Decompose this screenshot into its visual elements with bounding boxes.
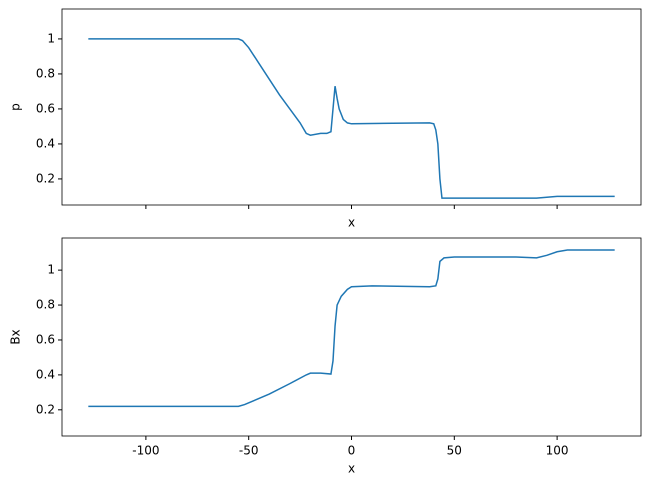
- y-tick-label: 1: [47, 31, 55, 45]
- y-axis-label: p: [9, 103, 23, 111]
- x-axis-label: x: [348, 462, 355, 476]
- x-tick-label: -100: [132, 444, 159, 458]
- y-axis-label: Bx: [9, 329, 23, 344]
- x-axis-label: x: [348, 216, 355, 230]
- x-tick-label: 0: [348, 444, 356, 458]
- y-tick-label: 0.6: [36, 332, 55, 346]
- y-tick-label: 0.4: [36, 367, 55, 381]
- axes-frame: [61, 237, 642, 437]
- y-tick-label: 0.8: [36, 66, 55, 80]
- data-line: [88, 249, 615, 408]
- y-tick-label: 0.2: [36, 402, 55, 416]
- y-tick-label: 0.6: [36, 101, 55, 115]
- axes-frame: [61, 8, 642, 206]
- x-tick-label: -50: [239, 444, 259, 458]
- y-tick-label: 0.8: [36, 298, 55, 312]
- x-tick-label: 50: [447, 444, 462, 458]
- y-tick-label: 1: [47, 263, 55, 277]
- y-tick-label: 0.4: [36, 136, 55, 150]
- x-tick-label: 100: [546, 444, 569, 458]
- data-line: [88, 38, 615, 199]
- y-tick-label: 0.2: [36, 171, 55, 185]
